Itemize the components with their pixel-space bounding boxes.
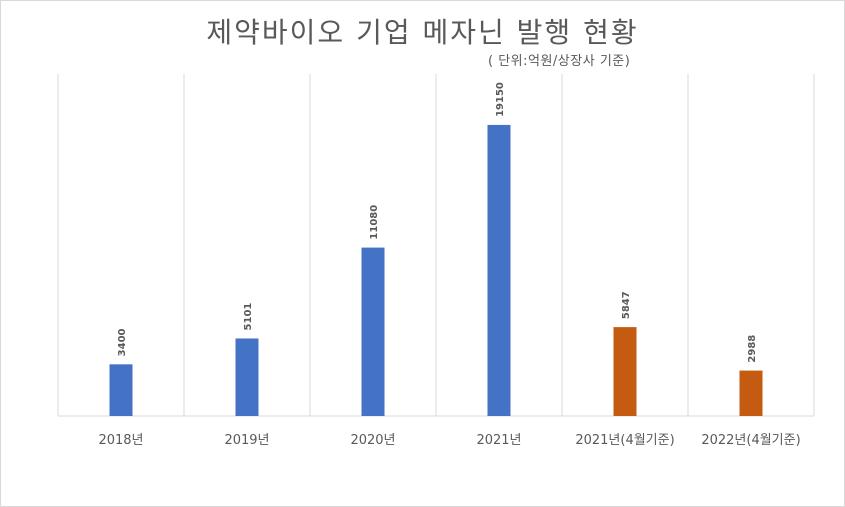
category-label: 2022년(4월기준) <box>701 433 800 448</box>
data-label: 19150 <box>495 82 506 117</box>
data-label: 3400 <box>117 328 128 356</box>
bar <box>235 338 259 416</box>
category-label: 2019년 <box>224 433 269 448</box>
data-label: 2988 <box>747 335 758 363</box>
bar <box>739 370 763 416</box>
data-label: 11080 <box>369 205 380 240</box>
data-label: 5101 <box>243 303 254 331</box>
category-label: 2018년 <box>98 433 143 448</box>
bar <box>109 364 133 416</box>
data-label: 5847 <box>621 291 632 319</box>
category-label: 2021년(4월기준) <box>575 433 674 448</box>
category-label: 2021년 <box>476 433 521 448</box>
chart-subtitle: ( 단위:억원/상장사 기준) <box>488 54 631 69</box>
bar <box>361 247 385 416</box>
bar <box>613 327 637 416</box>
chart-title: 제약바이오 기업 메자닌 발행 현황 <box>206 16 639 49</box>
category-label: 2020년 <box>350 433 395 448</box>
bar <box>487 124 511 417</box>
